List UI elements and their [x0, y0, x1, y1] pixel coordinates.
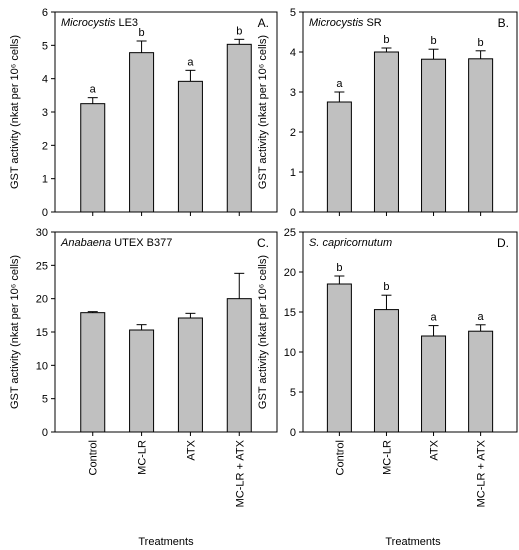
bar — [80, 103, 106, 213]
significance-letter: b — [383, 281, 389, 293]
y-axis-label: GST activity (nkat per 10⁶ cells) — [257, 255, 269, 409]
x-category-label: ATX — [429, 439, 441, 460]
y-tick-label: 0 — [42, 427, 48, 439]
y-tick-label: 20 — [284, 267, 296, 279]
significance-letter: b — [383, 34, 389, 46]
bar — [326, 101, 352, 213]
y-tick-label: 0 — [290, 427, 296, 439]
y-tick-label: 10 — [36, 360, 48, 372]
significance-letter: b — [139, 27, 145, 39]
significance-letter: b — [430, 35, 436, 47]
y-tick-label: 25 — [36, 260, 48, 272]
y-tick-label: 5 — [290, 7, 296, 19]
x-category-label: MC-LR — [137, 440, 149, 475]
y-tick-label: 2 — [42, 140, 48, 152]
y-tick-label: 5 — [290, 387, 296, 399]
y-tick-label: 15 — [36, 327, 48, 339]
bar — [177, 317, 203, 433]
y-tick-label: 3 — [290, 87, 296, 99]
significance-letter: b — [336, 262, 342, 274]
panel-letter: B. — [498, 16, 509, 30]
y-tick-label: 25 — [284, 227, 296, 239]
y-tick-label: 15 — [284, 307, 296, 319]
y-tick-label: 4 — [42, 74, 48, 86]
y-tick-label: 30 — [36, 227, 48, 239]
x-axis-label-right: Treatments — [385, 536, 441, 548]
y-tick-label: 1 — [42, 174, 48, 186]
x-category-label: Control — [334, 440, 346, 475]
y-tick-label: 0 — [42, 207, 48, 219]
significance-letter: b — [478, 37, 484, 49]
bar — [421, 335, 447, 433]
plot-frame — [302, 11, 518, 213]
y-tick-label: 3 — [42, 107, 48, 119]
y-tick-label: 1 — [290, 167, 296, 179]
y-tick-label: 20 — [36, 294, 48, 306]
y-tick-label: 5 — [42, 394, 48, 406]
y-tick-label: 6 — [42, 7, 48, 19]
significance-letter: a — [90, 84, 97, 96]
panel-title: Microcystis SR — [309, 17, 382, 29]
bar — [468, 330, 494, 433]
x-category-label: Control — [88, 440, 100, 475]
bar — [468, 58, 494, 213]
bar — [129, 329, 155, 433]
significance-letter: a — [430, 312, 437, 324]
significance-letter: a — [336, 78, 343, 90]
y-tick-label: 0 — [290, 207, 296, 219]
y-tick-label: 2 — [290, 127, 296, 139]
bar — [373, 309, 399, 433]
category-labels: Control MC-LR ATX MC-LR + ATX Control MC-LR AT… — [88, 439, 488, 507]
panel-letter: D. — [497, 236, 509, 250]
panel-letter: A. — [258, 16, 269, 30]
panel-title: S. capricornutum — [309, 237, 392, 249]
panel-letter: C. — [257, 236, 269, 250]
x-axis-label-left: Treatments — [138, 536, 194, 548]
bar — [226, 43, 252, 213]
y-axis-label: GST activity (nkat per 10⁶ cells) — [257, 35, 269, 189]
bar — [177, 80, 203, 213]
plot-frame — [302, 231, 518, 433]
significance-letter: a — [187, 56, 194, 68]
bar — [226, 298, 252, 433]
bar — [421, 58, 447, 213]
y-tick-label: 5 — [42, 40, 48, 52]
x-category-label: MC-LR — [381, 440, 393, 475]
y-tick-label: 4 — [290, 47, 296, 59]
significance-letter: a — [478, 311, 485, 323]
panel-d: 0 5 10 15 20 25 b b a a S. capricornutum D. GST acti… — [257, 227, 518, 439]
y-tick-label: 10 — [284, 347, 296, 359]
significance-letter: b — [236, 25, 242, 37]
panel-title: Microcystis LE3 — [61, 17, 138, 29]
x-category-label: ATX — [185, 439, 197, 460]
y-axis-label: GST activity (nkat per 10⁶ cells) — [9, 255, 21, 409]
x-category-label: MC-LR + ATX — [476, 439, 488, 507]
bar — [80, 312, 106, 433]
x-category-label: MC-LR + ATX — [234, 439, 246, 507]
bar — [129, 52, 155, 213]
bar — [373, 51, 399, 213]
y-axis-label: GST activity (nkat per 10⁶ cells) — [9, 35, 21, 189]
bar — [326, 283, 352, 433]
panel-title: Anabaena UTEX B377 — [60, 237, 172, 249]
panel-c: 0 5 10 15 20 25 30 Anabaena UTEX B377 C. GST acti… — [9, 227, 278, 439]
